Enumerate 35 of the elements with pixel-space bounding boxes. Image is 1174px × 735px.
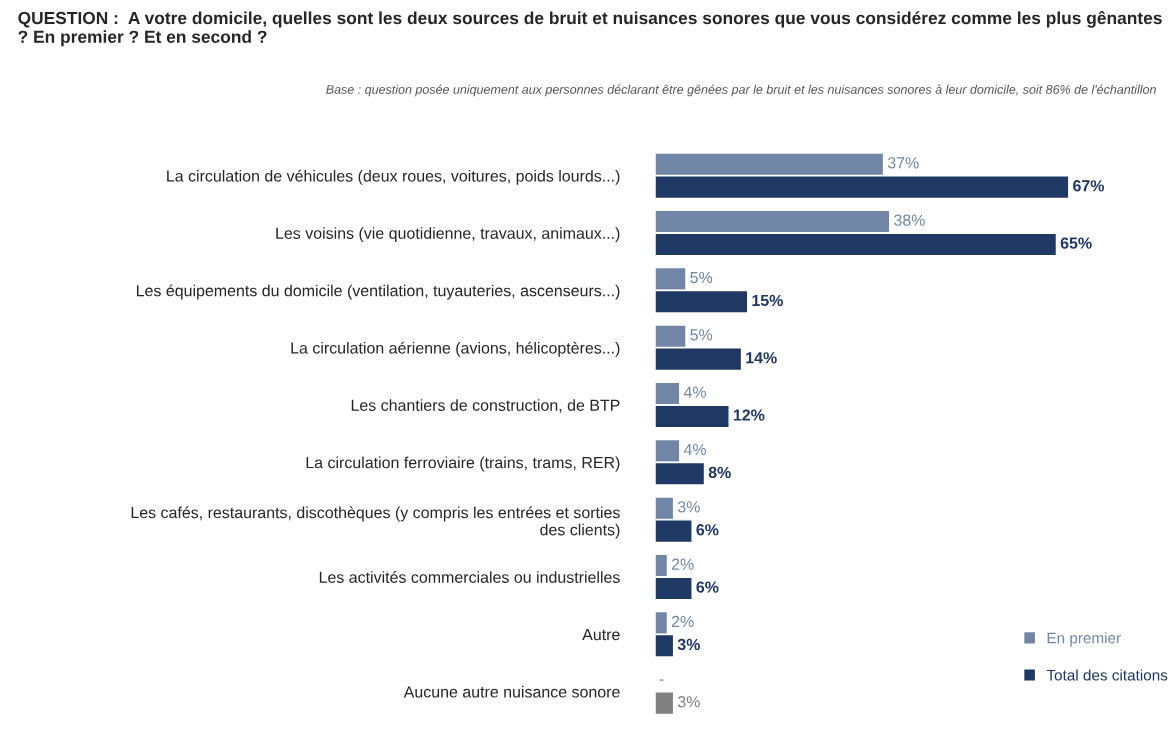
y-tick-label: La circulation de véhicules (deux roues, voitures, poids lourds...) [167,169,620,185]
y-tick-label: Aucune autre nuisance sonore [403,685,620,698]
data-label: 15% [752,294,783,307]
data-label: 6% [696,524,719,536]
data-label: 12% [733,409,765,421]
y-tick-label: Les chantiers de construction, de BTP [351,399,620,413]
data-label: 65% [1060,237,1092,249]
y-tick-label: Les cafés, restaurants, discothèques (y compris les entrées et sorties des clients) [131,506,620,539]
y-tick-label: La circulation aérienne (avions, hélicoptères...) [291,341,620,357]
chart-title: QUESTION : A votre domicile, quelles sont les deux sources de bruit et nuisances sonores que vous considérez comme les plus gênantes ? En premier ? Et en second ? [18,11,1162,47]
legend-label: Total des citations [1046,669,1168,681]
legend-label: En premier [1047,632,1121,647]
data-label: 4% [683,443,707,456]
data-label: 2% [671,615,694,628]
text: - [659,679,664,681]
y-tick-label: Les activités commerciales ou industrielles [319,571,620,583]
data-label: 67% [1073,180,1105,192]
data-label: 5% [690,329,713,341]
data-label: 14% [746,352,777,364]
y-tick-label: Les équipements du domicile (ventilation, tuyauteries, ascenseurs...) [136,284,620,300]
y-tick-label: Autre [582,629,620,641]
data-label: 4% [683,386,707,398]
data-label: 8% [708,466,731,479]
data-label: 38% [894,214,925,226]
data-label: 2% [671,558,694,570]
y-tick-label: La circulation ferroviaire (trains, trams, RER) [306,456,620,472]
data-label: 3% [677,501,700,513]
data-label: 3% [677,638,700,651]
data-label: 3% [677,696,700,708]
data-label: 5% [690,271,713,284]
data-label: 6% [696,581,719,593]
chart-subtitle: Base : question posée uniquement aux personnes déclarant être gênées par le bruit et les nuisances sonores à leur domicile, soit 86% de l'échantillon [326,84,1156,97]
bar [655,691,675,716]
data-label: 37% [887,157,919,169]
y-tick-label: Les voisins (vie quotidienne, travaux, animaux...) [276,227,620,243]
